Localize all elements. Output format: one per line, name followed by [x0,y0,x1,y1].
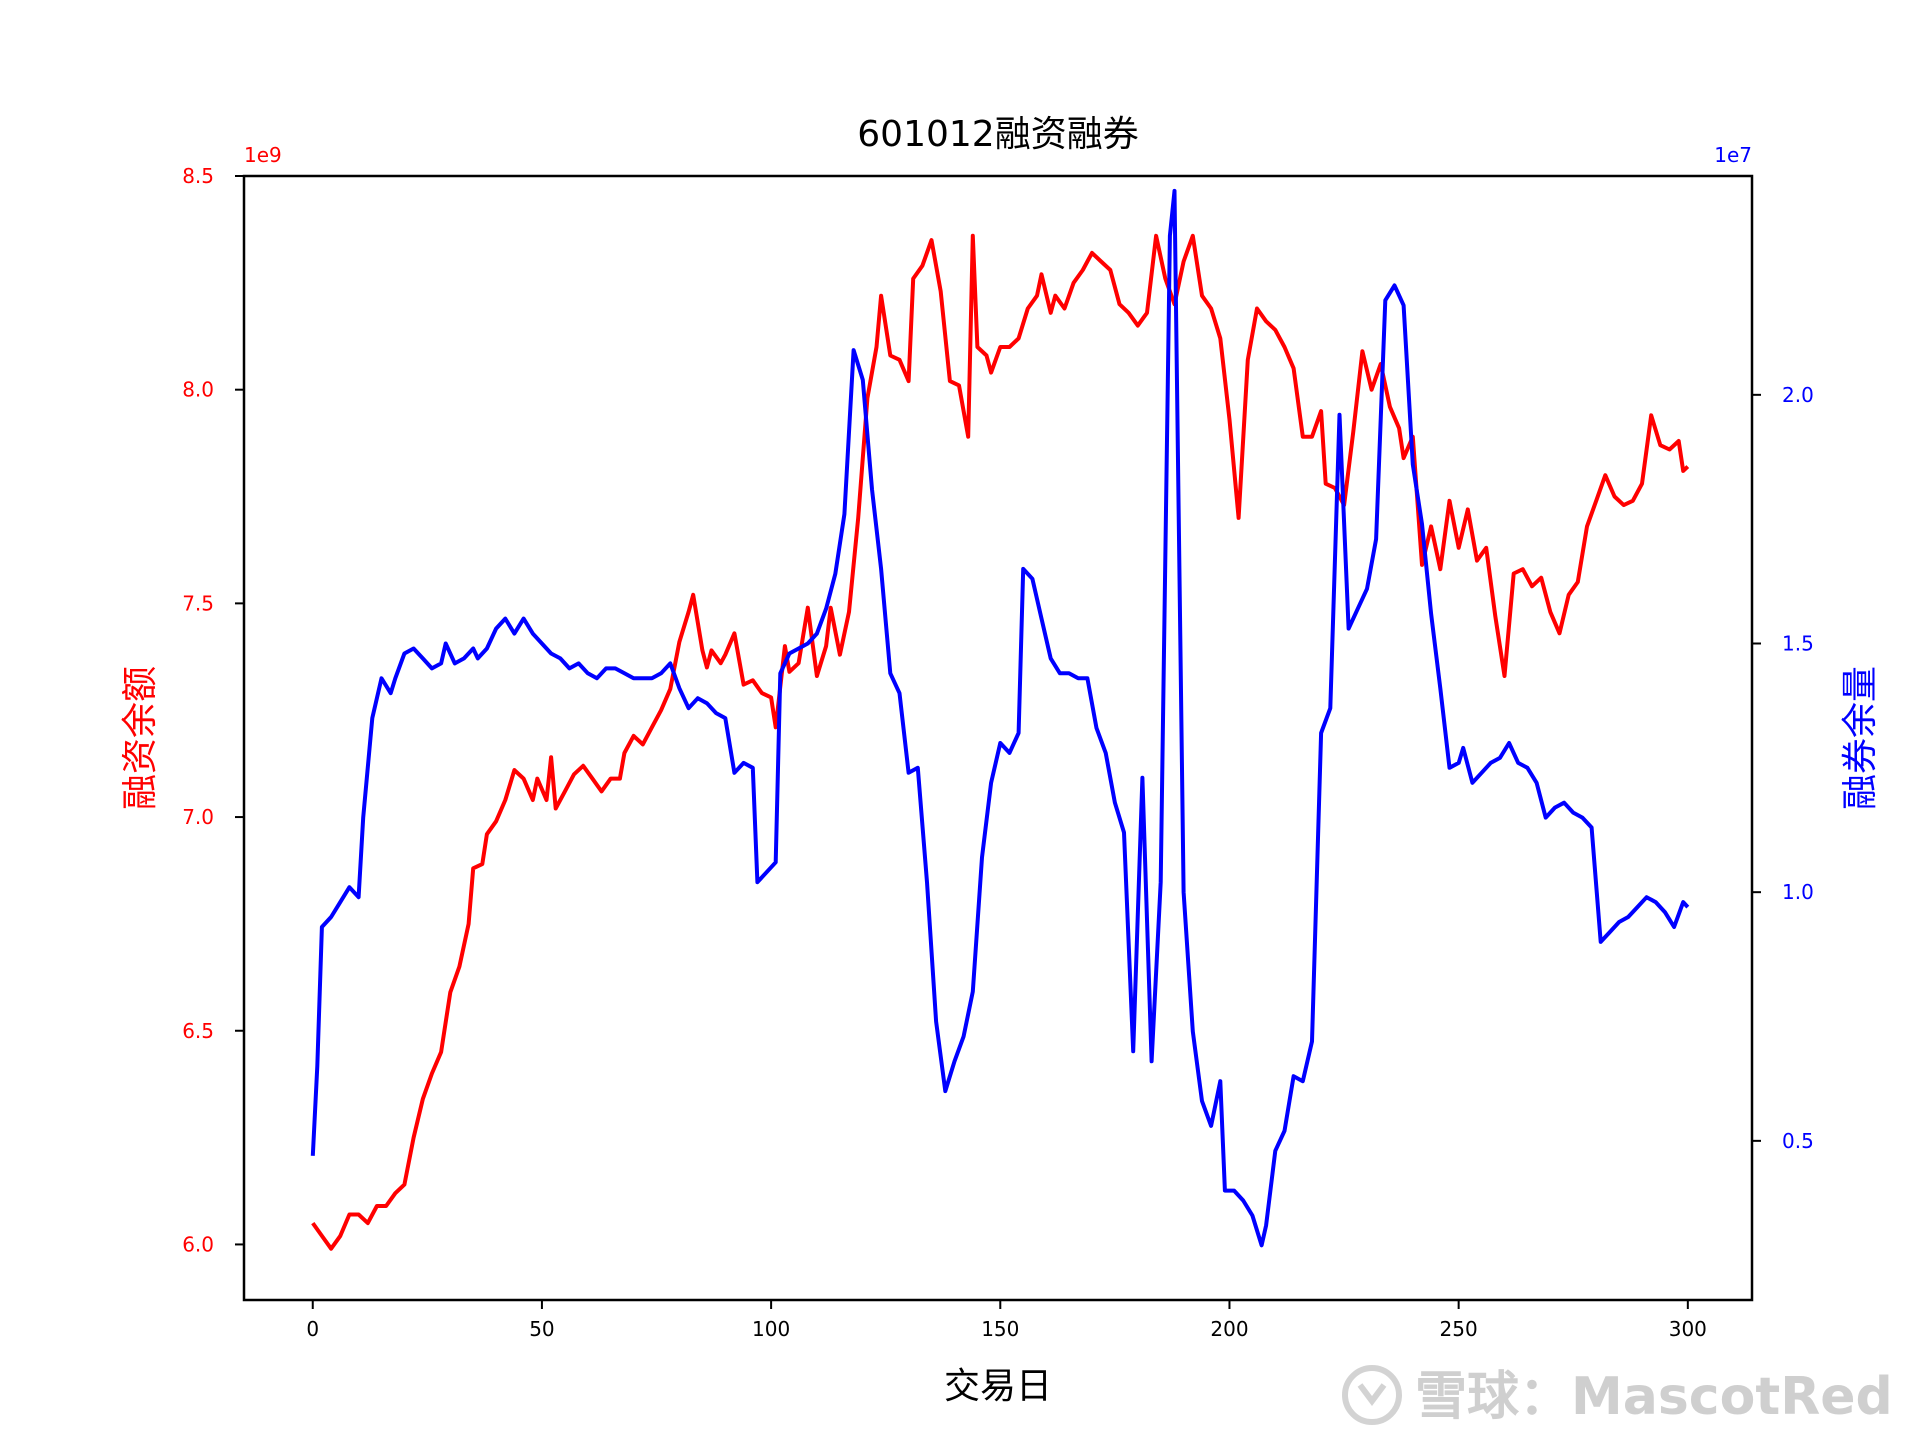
left-offset-text: 1e9 [244,143,282,167]
right-offset-text: 1e7 [1714,143,1752,167]
x-tick-label: 0 [306,1317,319,1341]
x-tick-label: 50 [529,1317,554,1341]
x-tick-label: 200 [1210,1317,1248,1341]
watermark-text: 雪球：MascotRed [1415,1367,1893,1427]
x-axis-ticks: 0 50 100 150 200 250 300 [306,1300,1707,1341]
series-short-volume-line [310,188,1690,1248]
x-axis-label: 交易日 [944,1366,1052,1407]
right-tick-label: 2.0 [1782,383,1814,407]
chart-title: 601012融资融券 [857,114,1138,155]
snowball-logo-icon [1342,1365,1402,1425]
left-axis-ticks: 6.0 6.5 7.0 7.5 8.0 8.5 [182,164,244,1256]
right-axis-label: 融券余量 [1840,666,1881,810]
left-axis-label: 融资余额 [120,666,161,810]
series-margin-balance-line [311,233,1690,1251]
left-tick-label: 6.5 [182,1019,214,1043]
left-tick-label: 7.5 [182,591,214,615]
x-tick-label: 100 [752,1317,790,1341]
watermark: 雪球：MascotRed [1342,1365,1893,1427]
left-tick-label: 8.5 [182,164,214,188]
x-tick-label: 250 [1440,1317,1478,1341]
right-tick-label: 1.5 [1782,632,1814,656]
left-tick-label: 6.0 [182,1232,214,1256]
series-lines [310,188,1690,1251]
left-tick-label: 7.0 [182,805,214,829]
left-tick-label: 8.0 [182,378,214,402]
plot-frame [242,174,1754,1302]
x-tick-label: 150 [981,1317,1019,1341]
x-tick-label: 300 [1669,1317,1707,1341]
right-axis-ticks: 0.5 1.0 1.5 2.0 [1752,383,1814,1153]
right-tick-label: 1.0 [1782,880,1814,904]
right-tick-label: 0.5 [1782,1129,1814,1153]
